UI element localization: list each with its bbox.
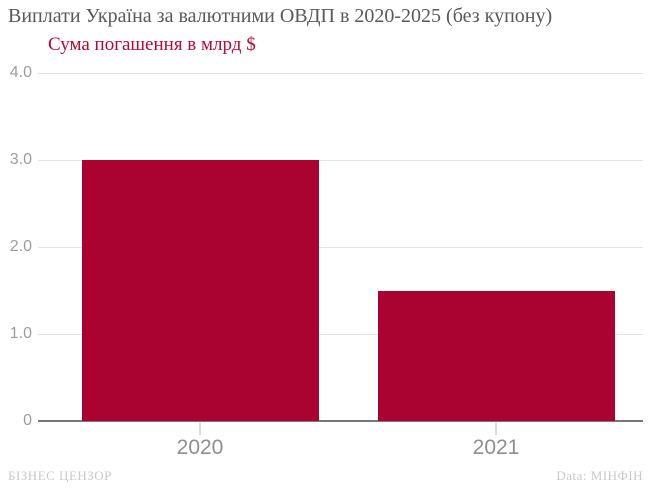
chart-title: Виплати Україна за валютними ОВДП в 2020… [8,5,553,27]
x-axis-tick [495,422,497,435]
x-axis-line [38,420,643,422]
chart-footer: БІЗНЕС ЦЕНЗОР Data: МІНФІН [0,468,650,486]
gridline-4.0 [38,73,643,74]
y-axis-tick-label: 3.0 [9,151,32,168]
gridline-1.0 [38,334,643,335]
x-axis-tick-label: 2021 [472,436,520,459]
x-axis-tick-label: 2020 [176,436,224,459]
gridline-2.0 [38,247,643,248]
source-attribution-right: Data: МІНФІН [556,468,643,483]
bar-2021 [377,290,615,421]
chart-subtitle: Сума погашення в млрд $ [48,34,256,55]
bar-2020 [81,160,319,421]
x-axis-tick [199,422,201,435]
source-attribution-left: БІЗНЕС ЦЕНЗОР [8,468,112,483]
y-axis-tick-label: 2.0 [9,238,32,255]
y-axis-tick-label: 0 [23,412,32,429]
y-axis-tick-label: 1.0 [9,325,32,342]
y-axis-tick-label: 4.0 [9,64,32,81]
gridline-3.0 [38,160,643,161]
